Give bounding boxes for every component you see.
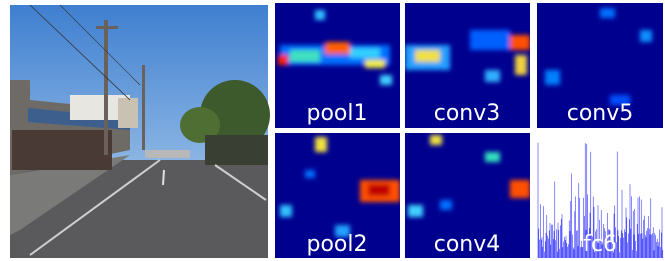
panel-label: pool2: [307, 232, 368, 257]
panel-label: pool1: [307, 101, 368, 126]
street-photo: [10, 5, 270, 258]
panel-label: conv3: [434, 101, 501, 126]
panel-label: conv4: [434, 232, 501, 257]
panel-label: fc6: [583, 232, 617, 257]
panel-label: conv5: [567, 101, 634, 126]
figure: pool1 conv3 conv5 pool2 conv4 fc6: [0, 0, 665, 261]
